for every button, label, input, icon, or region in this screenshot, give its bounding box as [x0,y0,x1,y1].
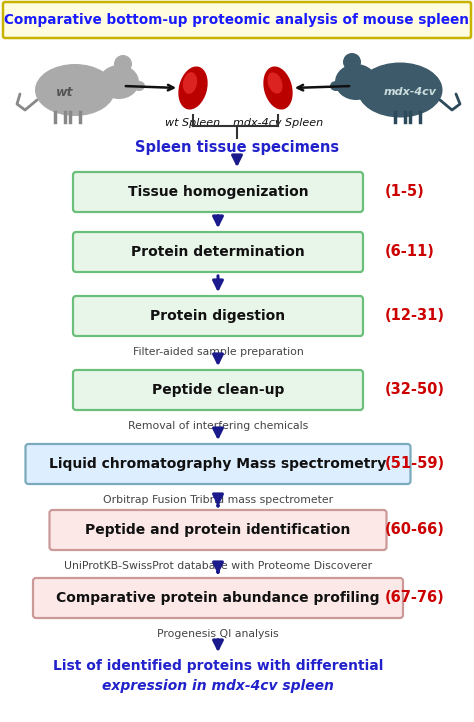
Text: Peptide clean-up: Peptide clean-up [152,383,284,397]
Text: Protein determination: Protein determination [131,245,305,259]
Text: (67-76): (67-76) [385,591,445,606]
Ellipse shape [183,72,197,94]
Text: Filter-aided sample preparation: Filter-aided sample preparation [133,347,303,357]
Ellipse shape [35,64,115,116]
FancyBboxPatch shape [73,296,363,336]
FancyBboxPatch shape [73,232,363,272]
Text: expression in mdx-4cv spleen: expression in mdx-4cv spleen [102,679,334,693]
Text: (6-11): (6-11) [385,245,435,259]
Text: Comparative bottom-up proteomic analysis of mouse spleen: Comparative bottom-up proteomic analysis… [4,13,470,27]
Text: Spleen tissue specimens: Spleen tissue specimens [135,140,339,155]
Ellipse shape [330,81,342,91]
Text: Protein digestion: Protein digestion [150,309,285,323]
Text: (32-50): (32-50) [385,383,445,398]
FancyBboxPatch shape [73,370,363,410]
Text: Removal of interfering chemicals: Removal of interfering chemicals [128,421,308,431]
Text: (12-31): (12-31) [385,308,445,323]
Text: Comparative protein abundance profiling: Comparative protein abundance profiling [56,591,380,605]
Text: (51-59): (51-59) [385,456,445,471]
FancyBboxPatch shape [26,444,410,484]
Ellipse shape [178,66,208,110]
Text: wt: wt [56,85,74,98]
Text: wt Spleen: wt Spleen [165,118,220,128]
Ellipse shape [133,81,145,91]
Ellipse shape [99,65,139,99]
Text: (1-5): (1-5) [385,185,425,199]
Text: Peptide and protein identification: Peptide and protein identification [85,523,351,537]
Text: mdx-4cv Spleen: mdx-4cv Spleen [233,118,323,128]
Text: (60-66): (60-66) [385,523,445,537]
Ellipse shape [267,72,283,94]
Ellipse shape [357,63,443,118]
FancyBboxPatch shape [49,510,386,550]
FancyBboxPatch shape [3,2,471,38]
Text: Tissue homogenization: Tissue homogenization [128,185,308,199]
Text: mdx-4cv: mdx-4cv [383,87,437,97]
Ellipse shape [114,55,132,73]
Text: Progenesis QI analysis: Progenesis QI analysis [157,629,279,639]
Text: Orbitrap Fusion Tribrid mass spectrometer: Orbitrap Fusion Tribrid mass spectromete… [103,495,333,505]
FancyBboxPatch shape [33,578,403,618]
Text: Liquid chromatography Mass spectrometry: Liquid chromatography Mass spectrometry [49,457,387,471]
Ellipse shape [335,64,377,100]
Text: UniProtKB-SwissProt database with Proteome Discoverer: UniProtKB-SwissProt database with Proteo… [64,561,372,571]
FancyBboxPatch shape [73,172,363,212]
Ellipse shape [264,66,292,110]
Text: expression in mdx-4cv spleen: expression in mdx-4cv spleen [102,679,334,693]
Ellipse shape [343,53,361,71]
Text: List of identified proteins with differential: List of identified proteins with differe… [53,659,383,673]
